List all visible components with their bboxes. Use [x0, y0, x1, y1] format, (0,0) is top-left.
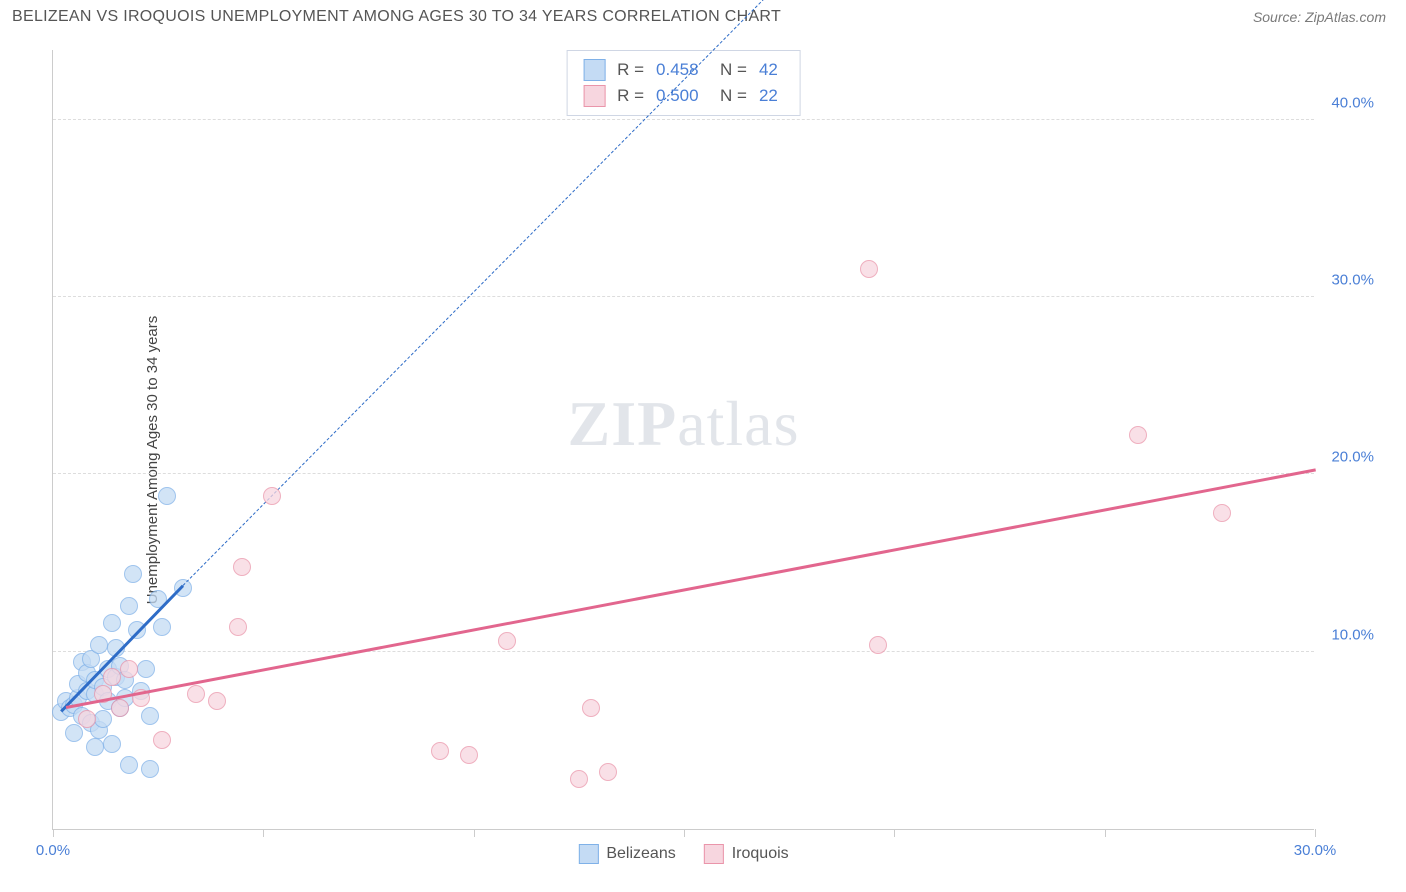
legend-n-value: 42 [753, 57, 784, 83]
chart-area: Unemployment Among Ages 30 to 34 years Z… [12, 40, 1394, 880]
gridline [53, 296, 1314, 297]
legend-r-label: R = [611, 83, 650, 109]
data-point [263, 487, 281, 505]
y-tick-label: 10.0% [1331, 626, 1374, 643]
x-tick [1315, 829, 1316, 837]
data-point [141, 707, 159, 725]
data-point [120, 660, 138, 678]
data-point [86, 738, 104, 756]
data-point [65, 724, 83, 742]
trend-line [65, 468, 1315, 708]
data-point [599, 763, 617, 781]
data-point [208, 692, 226, 710]
data-point [582, 699, 600, 717]
data-point [187, 685, 205, 703]
data-point [860, 260, 878, 278]
gridline [53, 651, 1314, 652]
data-point [124, 565, 142, 583]
data-point [94, 710, 112, 728]
data-point [158, 487, 176, 505]
y-tick-label: 40.0% [1331, 94, 1374, 111]
data-point [233, 558, 251, 576]
x-tick [263, 829, 264, 837]
legend-item: Iroquois [704, 844, 789, 864]
legend-swatch [583, 85, 605, 107]
y-tick-label: 20.0% [1331, 449, 1374, 466]
data-point [498, 632, 516, 650]
data-point [153, 618, 171, 636]
legend-label: Iroquois [732, 845, 789, 863]
gridline [53, 473, 1314, 474]
legend-item: Belizeans [578, 844, 675, 864]
gridline [53, 119, 1314, 120]
x-tick [894, 829, 895, 837]
data-point [570, 770, 588, 788]
legend-n-label: N = [705, 57, 753, 83]
x-tick [474, 829, 475, 837]
plot-area: ZIPatlas R =0.458 N =42R =0.500 N =22 Be… [52, 50, 1314, 830]
legend-swatch [704, 844, 724, 864]
data-point [103, 614, 121, 632]
data-point [1213, 504, 1231, 522]
legend-swatch [583, 59, 605, 81]
x-tick [53, 829, 54, 837]
data-point [103, 668, 121, 686]
series-legend: Belizeans Iroquois [564, 844, 802, 869]
data-point [869, 636, 887, 654]
stats-legend: R =0.458 N =42R =0.500 N =22 [566, 50, 801, 116]
data-point [78, 710, 96, 728]
data-point [90, 636, 108, 654]
watermark: ZIPatlas [568, 387, 800, 461]
data-point [120, 597, 138, 615]
data-point [229, 618, 247, 636]
data-point [1129, 426, 1147, 444]
data-point [111, 699, 129, 717]
legend-r-value: 0.458 [650, 57, 705, 83]
data-point [431, 742, 449, 760]
data-point [137, 660, 155, 678]
legend-label: Belizeans [606, 845, 675, 863]
legend-swatch [578, 844, 598, 864]
x-tick [684, 829, 685, 837]
data-point [460, 746, 478, 764]
x-tick-label: 30.0% [1294, 842, 1337, 859]
data-point [103, 735, 121, 753]
y-tick-label: 30.0% [1331, 272, 1374, 289]
source-label: Source: ZipAtlas.com [1253, 9, 1386, 25]
legend-n-label: N = [705, 83, 753, 109]
data-point [120, 756, 138, 774]
x-tick [1105, 829, 1106, 837]
legend-r-label: R = [611, 57, 650, 83]
x-tick-label: 0.0% [36, 842, 70, 859]
chart-title: BELIZEAN VS IROQUOIS UNEMPLOYMENT AMONG … [12, 8, 781, 26]
data-point [141, 760, 159, 778]
legend-n-value: 22 [753, 83, 784, 109]
data-point [153, 731, 171, 749]
